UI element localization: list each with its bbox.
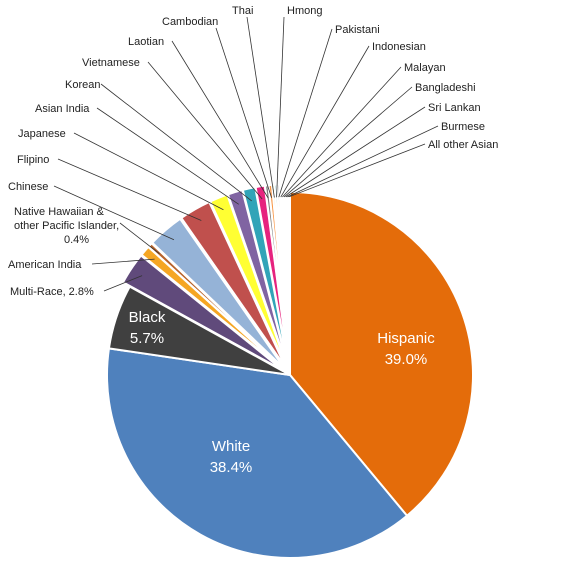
slice-label-bangladeshi: Bangladeshi — [415, 82, 476, 94]
slice-label-american-india: American India — [8, 259, 82, 271]
slice-labels: Hispanic 39.0% White 38.4% Black 5.7% Multi-Ra… — [8, 5, 498, 476]
pie-slice-chinese — [150, 217, 286, 370]
slice-label-all-other-asian: All other Asian — [428, 139, 498, 151]
slice-value-black: 5.7% — [130, 330, 164, 347]
slice-label-indonesian: Indonesian — [372, 41, 426, 53]
slice-label-vietnamese: Vietnamese — [82, 57, 140, 69]
slice-label-flipino: Flipino — [17, 154, 49, 166]
slice-label-native-hawaiian-other-pacific-islander-0-4-line-1: Native Hawaiian & — [14, 206, 105, 218]
slice-label-black: Black — [129, 309, 166, 326]
slice-label-burmese: Burmese — [441, 121, 485, 133]
leader-line-asian-india — [96, 107, 239, 205]
slice-label-hispanic: Hispanic — [377, 330, 435, 347]
leader-line-laotian — [171, 40, 269, 199]
slice-label-thai: Thai — [232, 5, 253, 17]
leader-lines — [53, 16, 439, 292]
leader-line-thai — [246, 16, 275, 198]
leader-line-japanese — [73, 132, 224, 211]
slice-label-native-hawaiian-other-pacific-islander-0-4-line-2: other Pacific Islander, — [14, 220, 119, 232]
slice-value-hispanic: 39.0% — [385, 351, 428, 368]
leader-line-american-india — [91, 258, 155, 265]
leader-line-indonesian — [280, 45, 370, 198]
leader-line-hmong — [276, 16, 285, 198]
slice-label-laotian: Laotian — [128, 36, 164, 48]
leader-line-all-other-asian — [289, 143, 426, 198]
slice-label-hmong: Hmong — [287, 5, 322, 17]
leader-line-pakistani — [278, 28, 333, 198]
leader-line-bangladeshi — [283, 86, 413, 198]
pie-slice-hispanic — [289, 190, 474, 518]
leader-line-vietnamese — [147, 61, 263, 200]
slice-value-white: 38.4% — [210, 459, 253, 476]
leader-line-multi-race-2-8 — [103, 275, 143, 292]
slice-label-malayan: Malayan — [404, 62, 446, 74]
leader-line-chinese — [53, 185, 175, 241]
leader-line-burmese — [287, 125, 439, 198]
pie-slice-white — [106, 347, 409, 559]
pie-slices — [106, 182, 474, 559]
slice-label-asian-india: Asian India — [35, 103, 90, 115]
leader-line-native-hawaiian-other-pacific-islander-0-4 — [119, 222, 160, 255]
leader-line-cambodian — [215, 27, 272, 198]
slice-label-korean: Korean — [65, 79, 100, 91]
slice-label-chinese: Chinese — [8, 181, 48, 193]
slice-label-native-hawaiian-other-pacific-islander-0-4-line-3: 0.4% — [64, 234, 89, 246]
slice-label-white: White — [212, 438, 250, 455]
slice-label-cambodian: Cambodian — [162, 16, 218, 28]
leader-line-malayan — [282, 66, 402, 198]
leader-line-flipino — [57, 158, 202, 221]
slice-label-japanese: Japanese — [18, 128, 66, 140]
leader-line-sri-lankan — [285, 106, 426, 198]
slice-label-multi-race-2-8: Multi-Race, 2.8% — [10, 286, 94, 298]
slice-label-pakistani: Pakistani — [335, 24, 380, 36]
leader-line-korean — [100, 83, 252, 202]
slice-label-sri-lankan: Sri Lankan — [428, 102, 481, 114]
